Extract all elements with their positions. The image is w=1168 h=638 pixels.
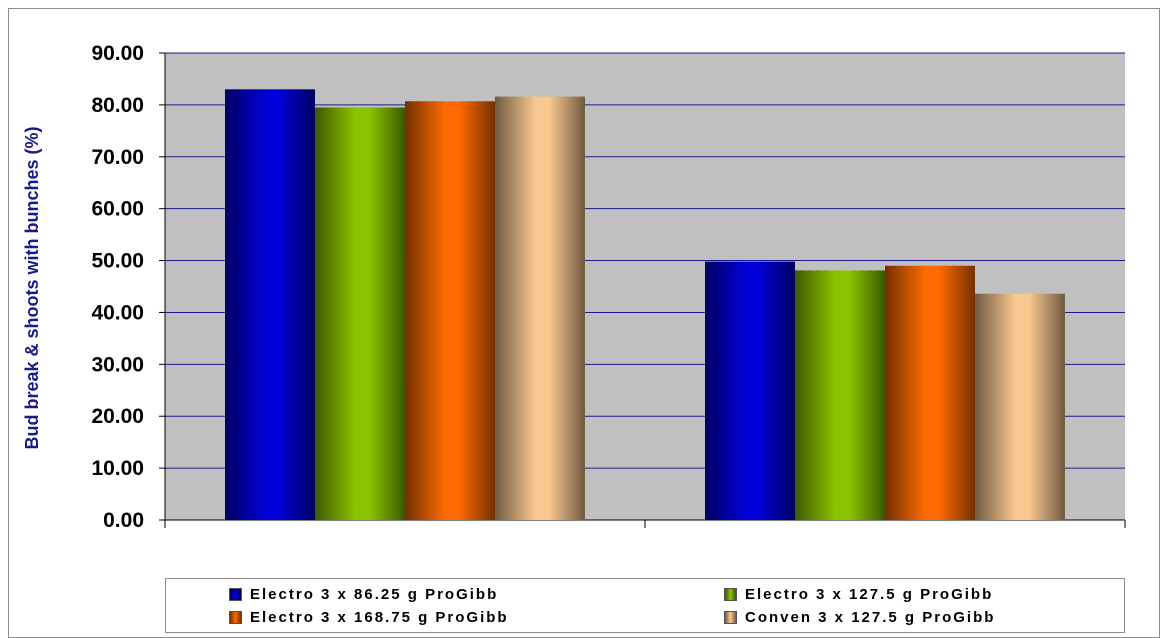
y-tick-label: 30.00 [91, 353, 144, 376]
chart-legend: Electro 3 x 86.25 g ProGibb Electro 3 x 1… [165, 578, 1125, 633]
bar [795, 270, 885, 520]
y-tick-label: 20.00 [91, 405, 144, 428]
legend-item: Electro 3 x 168.75 g ProGibb [229, 607, 509, 627]
y-tick-label: 80.00 [91, 94, 144, 117]
legend-swatch [724, 587, 737, 601]
bar [975, 293, 1065, 520]
bar [495, 96, 585, 520]
bar [705, 261, 795, 520]
legend-item: Electro 3 x 86.25 g ProGibb [229, 584, 498, 604]
legend-swatch [229, 587, 242, 601]
legend-item: Conven 3 x 127.5 g ProGibb [724, 607, 995, 627]
y-tick-label: 40.00 [91, 301, 144, 324]
y-tick-label: 0.00 [103, 509, 144, 532]
legend-label: Electro 3 x 127.5 g ProGibb [745, 585, 994, 603]
bar [225, 89, 315, 521]
y-axis-label: Bud break & shoots with bunches (%) [22, 126, 42, 449]
y-tick-label: 60.00 [91, 198, 144, 221]
y-tick-label: 10.00 [91, 457, 144, 480]
legend-item: Electro 3 x 127.5 g ProGibb [724, 584, 993, 604]
legend-label: Electro 3 x 86.25 g ProGibb [250, 585, 499, 603]
bar [885, 265, 975, 520]
legend-label: Conven 3 x 127.5 g ProGibb [745, 608, 996, 626]
y-tick-label: 50.00 [91, 250, 144, 273]
y-tick-label: 70.00 [91, 146, 144, 169]
legend-label: Electro 3 x 168.75 g ProGibb [250, 608, 509, 626]
bar [315, 107, 405, 520]
legend-swatch [229, 610, 242, 624]
legend-swatch [724, 610, 737, 624]
y-tick-label: 90.00 [91, 42, 144, 65]
bar [405, 101, 495, 521]
